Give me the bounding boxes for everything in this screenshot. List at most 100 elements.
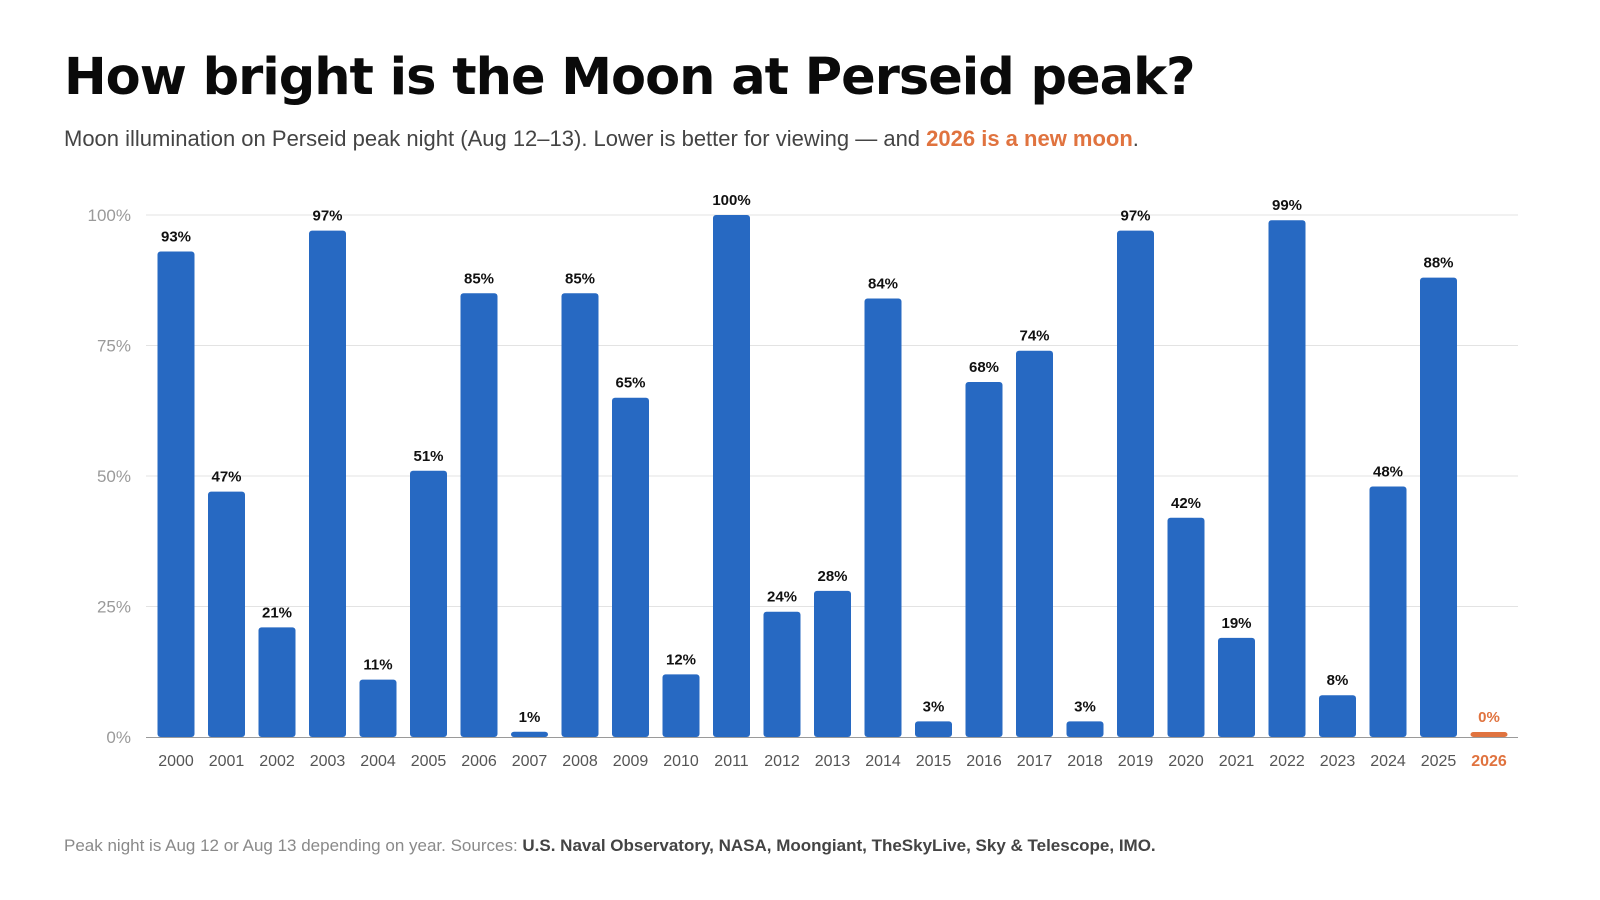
data-label-2025: 88% xyxy=(1423,255,1453,272)
subtitle-text: Moon illumination on Perseid peak night … xyxy=(64,126,927,151)
x-tick-label-2015: 2015 xyxy=(916,753,952,770)
x-tick-label-2003: 2003 xyxy=(310,753,346,770)
x-tick-label-2002: 2002 xyxy=(259,753,295,770)
bar-2016 xyxy=(965,382,1003,737)
data-label-2021: 19% xyxy=(1221,615,1251,632)
data-label-2017: 74% xyxy=(1019,328,1049,345)
data-label-2002: 21% xyxy=(262,604,292,621)
bar-2025 xyxy=(1420,277,1457,737)
bars xyxy=(157,215,1508,738)
data-label-2004: 11% xyxy=(363,657,392,674)
x-tick-label-2024: 2024 xyxy=(1370,753,1406,770)
x-tick-label-2012: 2012 xyxy=(764,753,800,770)
bar-2004 xyxy=(359,679,397,737)
x-tick-label-2004: 2004 xyxy=(360,753,396,770)
footer-note: Peak night is Aug 12 or Aug 13 depending… xyxy=(64,836,523,855)
y-tick-label: 75% xyxy=(97,337,131,356)
footer-sources: U.S. Naval Observatory, NASA, Moongiant,… xyxy=(522,836,1156,855)
data-label-2019: 97% xyxy=(1120,208,1150,225)
data-label-2001: 47% xyxy=(211,469,241,486)
x-tick-label-2005: 2005 xyxy=(411,753,447,770)
bar-2009 xyxy=(612,397,649,737)
bar-2002 xyxy=(258,627,296,737)
x-tick-label-2008: 2008 xyxy=(562,753,598,770)
bar-2015 xyxy=(915,721,952,737)
bar-2022 xyxy=(1268,220,1306,738)
x-tick-label-2016: 2016 xyxy=(966,753,1002,770)
bar-2021 xyxy=(1218,637,1255,737)
data-label-2009: 65% xyxy=(615,375,645,392)
x-tick-label-2011: 2011 xyxy=(714,753,749,770)
data-label-2023: 8% xyxy=(1327,672,1349,689)
data-label-2012: 24% xyxy=(767,589,797,606)
data-label-2022: 99% xyxy=(1272,197,1302,214)
bar-2024 xyxy=(1369,486,1407,737)
bar-2018 xyxy=(1066,721,1104,737)
bar-2012 xyxy=(763,611,801,737)
x-tick-label-2017: 2017 xyxy=(1017,753,1053,770)
bar-2003 xyxy=(309,230,346,737)
data-label-2011: 100% xyxy=(712,192,750,209)
x-tick-label-2021: 2021 xyxy=(1219,753,1255,770)
x-tick-label-2006: 2006 xyxy=(461,753,497,770)
bar-2000 xyxy=(157,251,195,738)
gridlines xyxy=(146,214,1518,607)
x-tick-label-2018: 2018 xyxy=(1067,753,1103,770)
bar-2017 xyxy=(1016,350,1053,737)
data-label-2016: 68% xyxy=(969,359,999,376)
bar-chart: 0% 25% 50% 75% 100% 93% 47% 21% 97% 11% 51% 85% 1% 8… xyxy=(88,192,1518,770)
x-tick-label-2010: 2010 xyxy=(663,753,699,770)
chart-footer: Peak night is Aug 12 or Aug 13 depending… xyxy=(64,836,1156,856)
data-label-2008: 85% xyxy=(565,270,595,287)
x-tick-label-2013: 2013 xyxy=(815,753,851,770)
y-tick-label: 25% xyxy=(97,598,131,617)
x-tick-label-2014: 2014 xyxy=(865,753,901,770)
y-tick-label: 100% xyxy=(88,206,131,225)
x-tick-label-2019: 2019 xyxy=(1118,753,1154,770)
bar-2011 xyxy=(713,215,750,737)
data-label-2026: 0% xyxy=(1478,709,1500,726)
x-tick-label-2009: 2009 xyxy=(613,753,649,770)
data-label-2014: 84% xyxy=(868,276,898,293)
chart-subtitle: Moon illumination on Perseid peak night … xyxy=(64,126,1139,152)
data-label-2007: 1% xyxy=(519,709,541,726)
bar-2005 xyxy=(410,470,447,737)
chart-title: How bright is the Moon at Perseid peak? xyxy=(64,48,1196,107)
bar-2006 xyxy=(460,293,498,737)
data-label-2013: 28% xyxy=(817,568,847,585)
bar-2020 xyxy=(1167,517,1205,737)
data-labels: 93% 47% 21% 97% 11% 51% 85% 1% 85% 65% 12% 100% 24% 2… xyxy=(161,192,1500,726)
x-tick-label-2022: 2022 xyxy=(1269,753,1305,770)
bar-2014 xyxy=(864,298,902,737)
x-tick-label-2001: 2001 xyxy=(209,753,245,770)
bar-2013 xyxy=(814,590,851,737)
x-tick-label-2007: 2007 xyxy=(512,753,548,770)
bar-2010 xyxy=(662,674,700,737)
data-label-2020: 42% xyxy=(1171,495,1201,512)
data-label-2005: 51% xyxy=(413,448,443,465)
y-tick-label: 50% xyxy=(97,467,131,486)
bar-2001 xyxy=(208,491,245,737)
bar-2019 xyxy=(1117,230,1154,737)
data-label-2018: 3% xyxy=(1074,698,1096,715)
bar-2007 xyxy=(511,731,548,737)
subtitle-end: . xyxy=(1132,126,1139,151)
data-label-2024: 48% xyxy=(1373,463,1403,480)
bar-2008 xyxy=(561,293,599,737)
bar-2026 xyxy=(1470,732,1508,737)
data-label-2015: 3% xyxy=(923,698,945,715)
x-axis-ticks: 2000 2001 2002 2003 2004 2005 2006 2007 2008 2009… xyxy=(158,753,1507,770)
x-tick-label-2026: 2026 xyxy=(1471,753,1507,770)
x-tick-label-2023: 2023 xyxy=(1320,753,1356,770)
x-tick-label-2000: 2000 xyxy=(158,753,194,770)
subtitle-highlight: 2026 is a new moon xyxy=(926,126,1133,151)
y-tick-label: 0% xyxy=(106,728,131,747)
y-axis-ticks: 0% 25% 50% 75% 100% xyxy=(88,206,131,747)
data-label-2010: 12% xyxy=(666,651,696,668)
data-label-2003: 97% xyxy=(312,208,342,225)
data-label-2006: 85% xyxy=(464,270,494,287)
x-tick-label-2025: 2025 xyxy=(1421,753,1457,770)
data-label-2000: 93% xyxy=(161,229,191,246)
x-tick-label-2020: 2020 xyxy=(1168,753,1204,770)
bar-2023 xyxy=(1319,695,1356,737)
